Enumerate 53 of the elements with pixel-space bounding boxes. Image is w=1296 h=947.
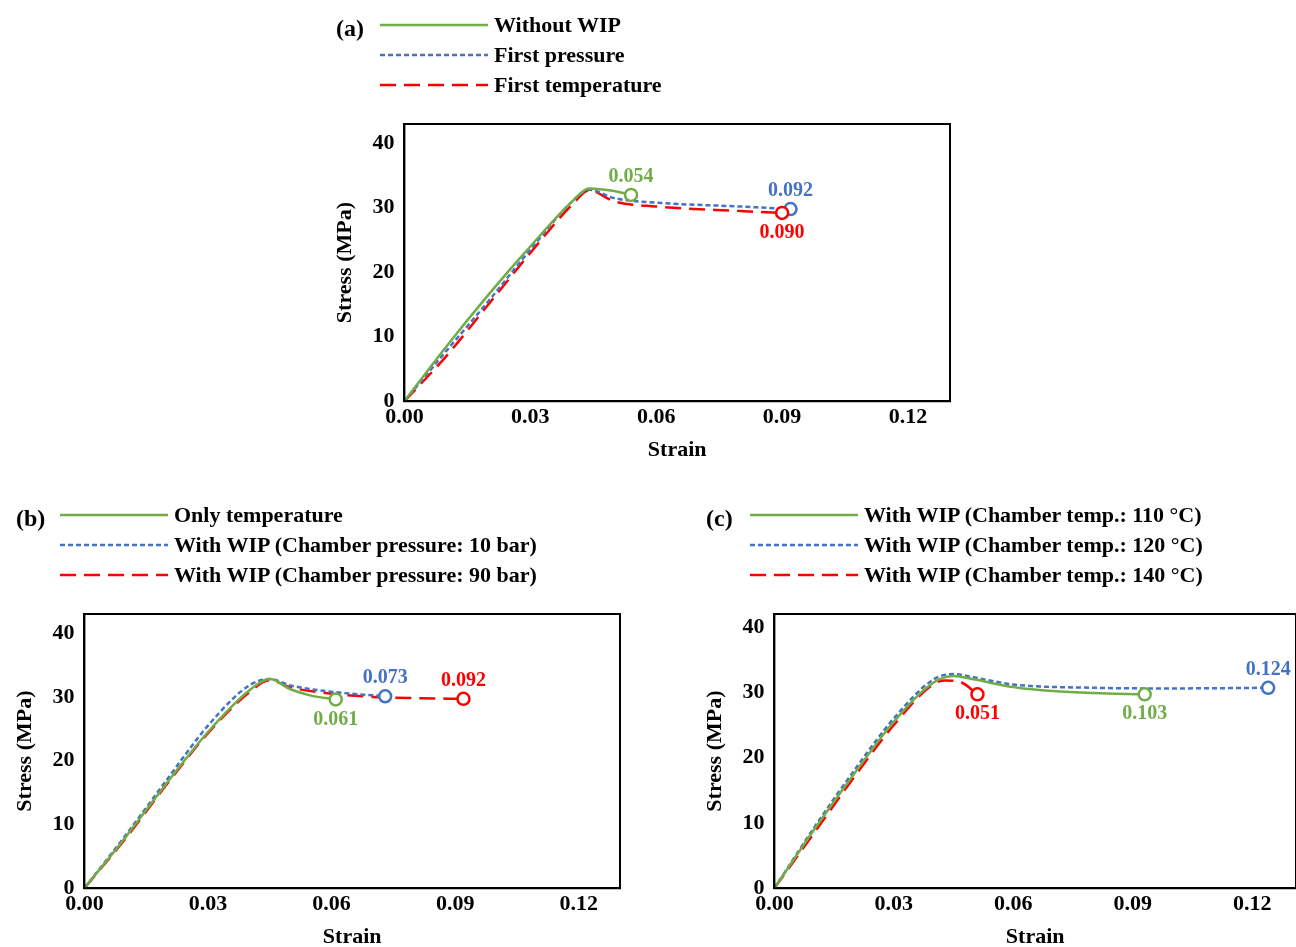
- legend-label: Without WIP: [494, 12, 621, 38]
- x-tick-label: 0.12: [559, 890, 599, 916]
- annotation: 0.103: [1122, 701, 1168, 724]
- x-tick-label: 0.03: [511, 403, 550, 429]
- chart-title: (c): [706, 505, 733, 532]
- y-tick-label: 40: [52, 618, 75, 644]
- y-tick-label: 40: [372, 129, 395, 155]
- y-tick-label: 20: [742, 743, 765, 769]
- y-tick-label: 30: [372, 193, 395, 219]
- annotation: 0.054: [608, 164, 654, 187]
- y-tick-label: 40: [742, 612, 765, 638]
- x-tick-label: 0.12: [1232, 890, 1272, 916]
- x-tick-label: 0.09: [435, 890, 475, 916]
- y-axis-title: Stress (MPa): [330, 202, 356, 324]
- y-tick-label: 30: [742, 678, 765, 704]
- x-tick-label: 0.09: [1113, 890, 1152, 916]
- x-tick-label: 0.12: [888, 403, 928, 429]
- point: [774, 205, 790, 221]
- x-tick-label: 0.03: [874, 890, 914, 916]
- x-tick-label: 0.03: [188, 890, 228, 916]
- x-tick-label: 0.09: [762, 403, 802, 429]
- y-axis-title: Stress (MPa): [700, 690, 726, 812]
- annotation: 0.124: [1245, 656, 1291, 679]
- y-tick-label: 10: [742, 808, 765, 834]
- legend-label: With WIP (Chamber pressure: 10 bar): [174, 532, 537, 558]
- x-axis-title: Strain: [647, 436, 707, 462]
- point: [623, 187, 639, 203]
- annotation: 0.092: [768, 178, 814, 201]
- annotation: 0.073: [362, 665, 408, 688]
- legend-label: With WIP (Chamber temp.: 140 °C): [864, 562, 1203, 588]
- y-axis-title: Stress (MPa): [10, 690, 36, 812]
- annotation: 0.061: [313, 706, 359, 729]
- annotation: 0.092: [440, 667, 486, 690]
- y-tick-label: 20: [372, 257, 395, 283]
- legend-label: Only temperature: [174, 502, 343, 528]
- x-axis-title: Strain: [1005, 923, 1065, 947]
- annotation: 0.051: [954, 701, 1000, 724]
- legend-label: With WIP (Chamber pressure: 90 bar): [174, 562, 537, 588]
- annotation: 0.090: [759, 220, 805, 243]
- x-tick-label: 0.06: [994, 890, 1033, 916]
- legend-label: With WIP (Chamber temp.: 110 °C): [864, 502, 1202, 528]
- y-tick-label: 20: [52, 746, 75, 772]
- y-tick-label: 10: [372, 322, 395, 348]
- x-tick-label: 0.06: [636, 403, 676, 429]
- y-tick-label: 10: [52, 810, 75, 836]
- legend-label: With WIP (Chamber temp.: 120 °C): [864, 532, 1203, 558]
- y-tick-label: 30: [52, 682, 75, 708]
- chart-title: (a): [336, 15, 364, 42]
- x-tick-label: 0.06: [312, 890, 351, 916]
- legend-label: First temperature: [494, 72, 662, 98]
- chart-title: (b): [16, 505, 46, 532]
- x-axis-title: Strain: [322, 923, 382, 947]
- legend-label: First pressure: [494, 42, 625, 68]
